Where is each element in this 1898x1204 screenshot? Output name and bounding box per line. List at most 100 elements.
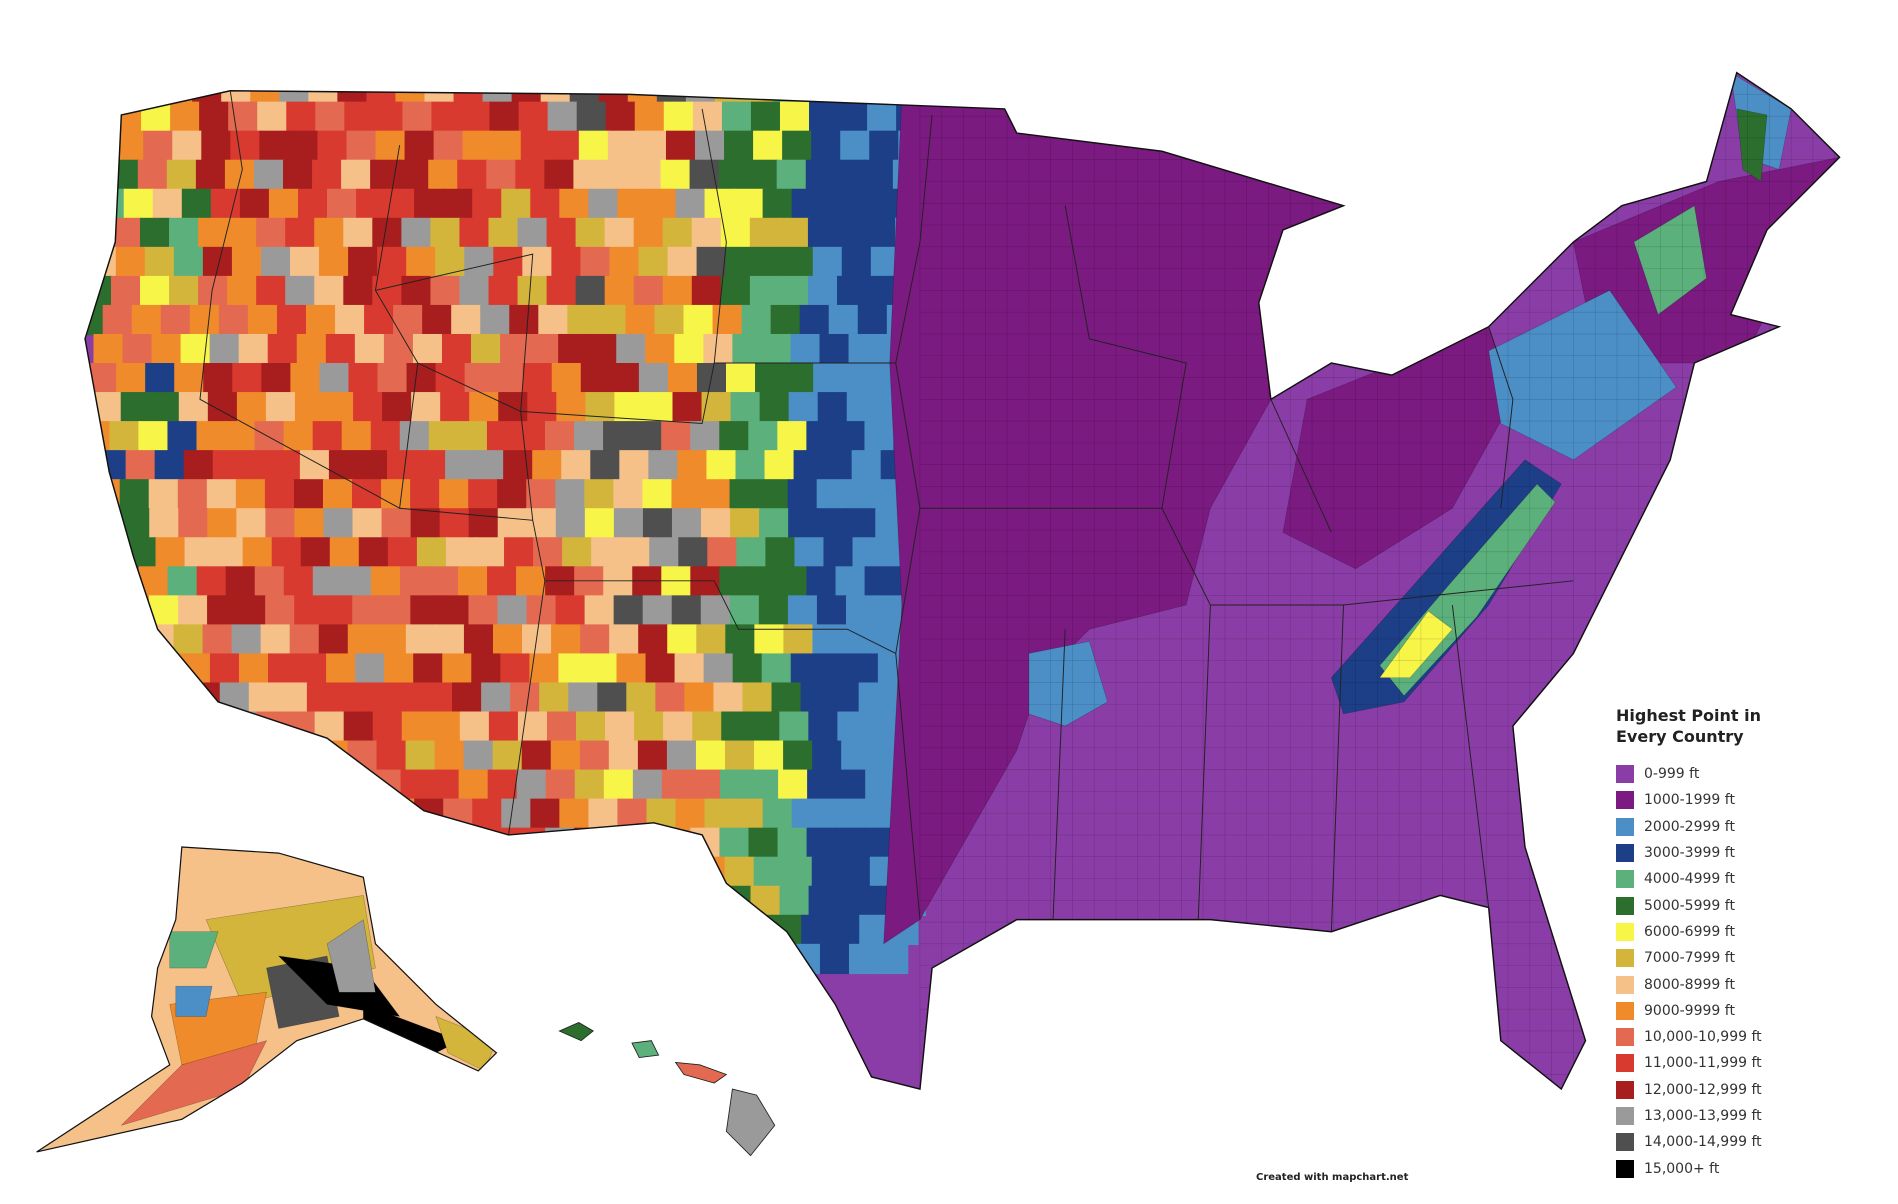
county-area [674, 333, 705, 365]
county-area [297, 653, 328, 684]
county-area [250, 72, 281, 103]
county-area [530, 188, 561, 220]
county-area [783, 246, 814, 278]
county-area [742, 682, 773, 713]
legend-items: 0-999 ft 1000-1999 ft 2000-2999 ft 3000-399… [1616, 761, 1846, 1182]
county-area [354, 333, 386, 365]
county-area [402, 885, 433, 917]
county-area [741, 304, 772, 336]
county-area [578, 130, 610, 161]
county-area [812, 246, 844, 278]
county-area [750, 101, 782, 132]
county-area [816, 479, 847, 510]
county-area [123, 188, 154, 220]
county-area [836, 217, 868, 249]
county-area [123, 798, 154, 829]
county-area [772, 914, 803, 946]
county-area [812, 740, 843, 771]
county-area [94, 798, 125, 829]
county-area [645, 653, 676, 684]
county-area [730, 508, 761, 539]
county-area [161, 682, 192, 713]
county-area [405, 856, 436, 887]
county-area [721, 711, 752, 742]
county-area [115, 740, 146, 771]
county-area [806, 421, 837, 452]
county-area [441, 333, 473, 365]
county-area [735, 450, 766, 481]
county-area [328, 450, 360, 481]
county-area [655, 682, 686, 713]
county-area [634, 101, 666, 132]
county-area [720, 217, 752, 249]
county-area [500, 943, 531, 975]
county-area [800, 682, 831, 713]
county-area [636, 130, 668, 161]
county-area [875, 595, 906, 626]
county-area [342, 769, 373, 800]
county-area [801, 914, 832, 946]
county-area [428, 421, 460, 452]
county-area [545, 421, 576, 452]
county-area [603, 421, 634, 452]
county-area [835, 421, 866, 452]
county-area [155, 537, 186, 568]
county-area [765, 537, 796, 568]
county-area [468, 508, 499, 539]
county-area [758, 595, 790, 626]
county-area [364, 682, 396, 713]
county-area [690, 421, 721, 452]
county-area [631, 159, 662, 190]
county-area [119, 595, 151, 626]
region [175, 985, 213, 1017]
county-area [835, 566, 866, 597]
county-area [558, 653, 589, 684]
county-area [807, 769, 838, 800]
county-area [660, 159, 691, 190]
county-area [85, 246, 88, 278]
county-area [271, 537, 302, 568]
county-area [675, 188, 706, 220]
county-area [547, 885, 578, 917]
county-area [372, 217, 403, 249]
county-area [779, 101, 811, 132]
county-area [846, 508, 877, 539]
county-area [114, 856, 146, 887]
county-area [608, 856, 639, 887]
county-area [700, 479, 731, 510]
county-area [348, 363, 379, 394]
county-area [144, 624, 175, 655]
county-area [341, 566, 373, 597]
county-area [430, 275, 461, 307]
county-area [305, 304, 337, 336]
county-area [492, 856, 523, 887]
county-area [137, 159, 169, 190]
county-area [696, 246, 727, 278]
county-area [143, 130, 174, 161]
county-area [105, 72, 136, 103]
credit: Created with mapchart.net [1256, 1172, 1409, 1183]
county-area [402, 101, 433, 132]
county-area [808, 885, 839, 917]
county-area [357, 450, 389, 481]
county-area [544, 159, 575, 190]
county-area [242, 537, 273, 568]
county-area [718, 159, 749, 190]
county-area [268, 798, 300, 829]
county-area [488, 711, 520, 742]
legend-swatch [1616, 949, 1634, 968]
county-area [584, 595, 615, 626]
county-area [399, 159, 430, 190]
county-area [489, 885, 520, 917]
county-area [346, 130, 377, 161]
county-area [607, 130, 639, 161]
county-area [684, 682, 715, 713]
county-area [297, 798, 329, 829]
county-area [750, 885, 781, 917]
county-area [138, 421, 169, 452]
county-area [848, 943, 880, 975]
county-area [451, 304, 482, 336]
county-area [394, 914, 425, 946]
county-area [529, 333, 560, 365]
county-area [173, 624, 204, 655]
